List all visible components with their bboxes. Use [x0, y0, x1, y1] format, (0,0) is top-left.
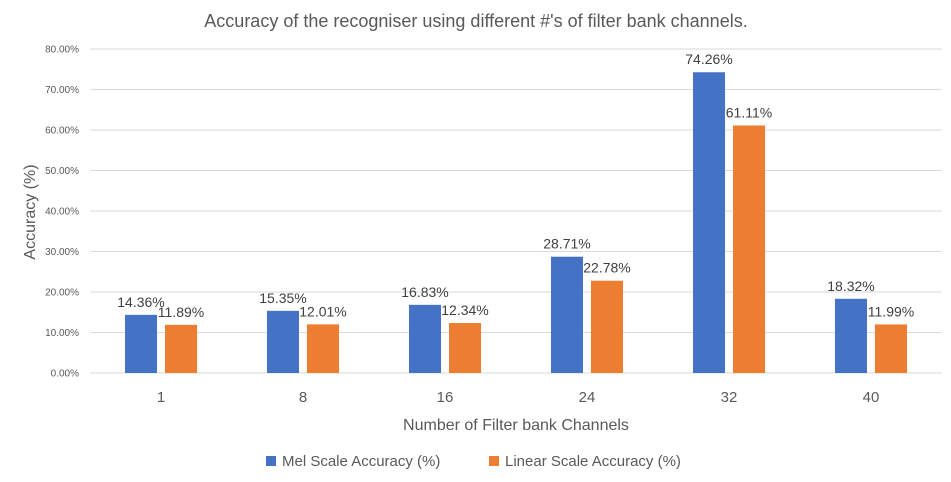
x-axis-ticks: 1 8 16 24 32 40: [157, 389, 880, 406]
x-axis-title: Number of Filter bank Channels: [403, 417, 629, 434]
bars: [125, 72, 907, 373]
y-tick-label: 30.00%: [45, 247, 79, 258]
bar-mel: [551, 256, 583, 373]
legend-swatch: [489, 456, 499, 466]
y-tick-label: 70.00%: [45, 85, 79, 96]
data-label: 11.99%: [868, 303, 914, 319]
y-tick-label: 40.00%: [45, 207, 79, 218]
legend-label: Linear Scale Accuracy (%): [505, 453, 681, 470]
data-label: 15.35%: [259, 290, 306, 306]
x-tick-label: 24: [579, 389, 596, 406]
data-label: 18.32%: [827, 278, 874, 294]
bar-linear: [165, 324, 197, 373]
y-tick-label: 0.00%: [51, 369, 79, 380]
data-label: 16.83%: [401, 284, 448, 300]
y-axis-title: Accuracy (%): [22, 164, 39, 259]
y-tick-label: 20.00%: [45, 288, 79, 299]
data-label: 14.36%: [117, 294, 164, 310]
y-tick-label: 60.00%: [45, 126, 79, 137]
data-label: 22.78%: [583, 260, 630, 276]
y-tick-label: 50.00%: [45, 166, 79, 177]
x-tick-label: 32: [721, 389, 738, 406]
data-label: 74.26%: [685, 51, 732, 67]
data-label: 28.71%: [543, 236, 590, 252]
data-label: 61.11%: [726, 105, 772, 121]
bar-mel: [409, 304, 441, 373]
gridlines: [90, 48, 942, 374]
bar-mel: [835, 298, 867, 373]
y-axis-ticks: 0.00% 10.00% 20.00% 30.00% 40.00% 50.00% 60.00…: [45, 45, 79, 380]
chart-title: Accuracy of the recogniser using differe…: [204, 11, 747, 31]
x-tick-label: 1: [157, 389, 165, 406]
data-label: 12.01%: [299, 303, 346, 319]
data-label: 11.89%: [158, 304, 204, 320]
x-tick-label: 40: [863, 389, 880, 406]
bar-mel: [267, 310, 299, 373]
legend-label: Mel Scale Accuracy (%): [282, 453, 440, 470]
x-tick-label: 8: [299, 389, 307, 406]
bar-mel: [125, 314, 157, 373]
bar-linear: [591, 280, 623, 373]
y-tick-label: 10.00%: [45, 328, 79, 339]
data-labels: 14.36%11.89% 15.35%12.01% 16.83% 12.34% 28.7…: [117, 51, 914, 320]
legend: Mel Scale Accuracy (%) Linear Scale Accur…: [266, 453, 681, 470]
y-tick-label: 80.00%: [45, 45, 79, 56]
data-label: 12.34%: [441, 302, 488, 318]
bar-linear: [449, 323, 481, 373]
x-tick-label: 16: [437, 389, 454, 406]
bar-mel: [693, 72, 725, 373]
bar-linear: [307, 324, 339, 373]
bar-linear: [733, 125, 765, 373]
legend-swatch: [266, 456, 276, 466]
bar-linear: [875, 324, 907, 373]
